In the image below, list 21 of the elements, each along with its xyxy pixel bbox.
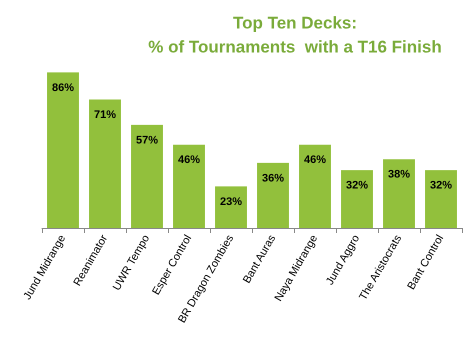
bar: [425, 170, 457, 228]
data-label: 71%: [94, 108, 116, 121]
bar: [131, 124, 163, 228]
bar: [215, 186, 247, 228]
data-label: 32%: [346, 180, 368, 192]
data-label: 57%: [136, 134, 158, 146]
bar: [341, 170, 373, 228]
chart-title: Top Ten Decks: % of Tournaments with a T16 Finish: [148, 14, 442, 56]
bar: [257, 162, 289, 228]
data-label: 23%: [220, 196, 242, 208]
bar: [299, 144, 331, 228]
data-label: 46%: [304, 154, 326, 166]
bar: [47, 72, 79, 228]
data-label: 38%: [388, 168, 410, 181]
data-label: 46%: [178, 154, 200, 166]
data-label: 86%: [52, 82, 74, 94]
bar: [173, 144, 205, 228]
bar: [383, 159, 415, 228]
data-label: 32%: [430, 180, 452, 192]
data-label: 36%: [262, 172, 284, 184]
bar: [89, 99, 121, 228]
